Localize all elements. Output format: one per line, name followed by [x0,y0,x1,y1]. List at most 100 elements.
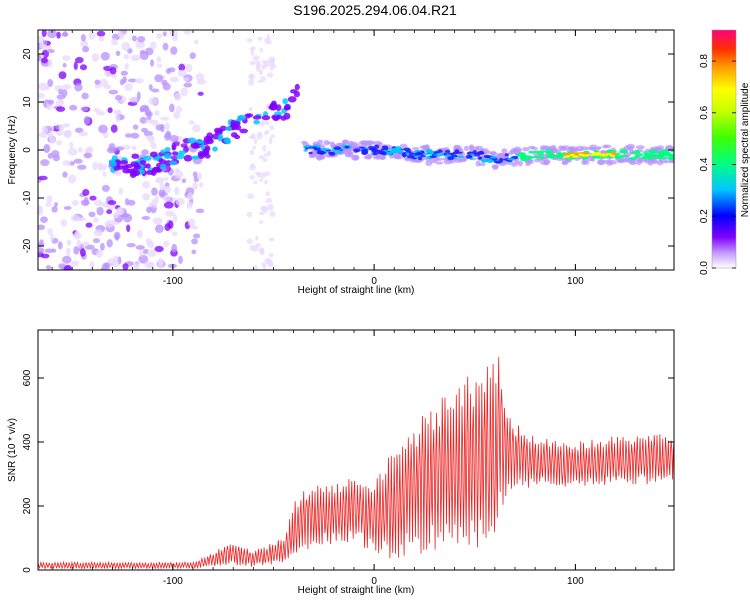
heatmap-cell [372,152,378,156]
heatmap-cell [80,34,86,42]
heatmap-cell [56,31,61,39]
heatmap-cell [38,224,45,231]
heatmap-cell [206,132,214,140]
heatmap-cell [654,154,663,158]
heatmap-cell [196,139,204,144]
heatmap-cell [246,211,253,218]
heatmap-cell [264,171,271,176]
heatmap-cell [124,83,133,91]
heatmap-cell [86,146,93,154]
heatmap-cell [70,161,75,166]
heatmap-cell [73,232,82,240]
heatmap-cell [187,137,197,144]
heatmap-cell [148,84,153,91]
heatmap-cell [605,153,613,156]
heatmap-cell [622,157,629,163]
heatmap-cell [399,143,408,149]
heatmap-cell [193,233,201,239]
heatmap-cell [150,142,157,149]
heatmap-cell [150,169,157,176]
heatmap-cell [266,72,274,78]
heatmap-cell [165,122,170,131]
heatmap-cell [104,220,115,228]
heatmap-cell [202,148,210,156]
heatmap-cell [154,110,160,116]
heatmap-cell [158,188,166,198]
heatmap-cell [629,161,637,166]
heatmap-cell [137,36,146,43]
heatmap-cell [188,218,196,228]
x-tick-label: -100 [163,576,183,587]
heatmap-cell [379,151,387,155]
heatmap-cell [186,201,193,210]
heatmap-cell [419,155,427,158]
heatmap-cell [647,156,653,161]
heatmap-cell [555,154,564,158]
heatmap-cell [265,104,270,111]
heatmap-cell [43,144,51,153]
heatmap-cell [56,130,64,136]
heatmap-cell [75,127,84,134]
heatmap-cell [80,106,89,112]
heatmap-cell [88,31,96,40]
heatmap-cell [406,155,415,159]
heatmap-cell [45,202,52,207]
heatmap-cell [255,235,259,241]
heatmap-cell [137,229,143,239]
heatmap-cell [40,253,50,259]
heatmap-cell [262,145,267,152]
heatmap-cell [248,78,255,86]
heatmap-cell [316,156,323,160]
heatmap-cell [78,147,83,153]
heatmap-cell [160,123,165,133]
heatmap-cell [212,133,220,140]
heatmap-cell [600,153,606,156]
heatmap-cell [249,149,254,156]
heatmap-cell [174,186,180,196]
heatmap-cell [162,42,169,51]
heatmap-cell [253,264,258,270]
heatmap-cell [259,248,265,254]
heatmap-cell [88,211,96,218]
heatmap-cell [123,144,131,150]
heatmap-cell [265,197,273,204]
heatmap-cell [147,241,155,249]
heatmap-cell [197,91,204,96]
x-tick-label: 100 [567,276,584,287]
heatmap-cell [634,154,640,158]
heatmap-cell [522,154,528,159]
heatmap-cell [377,142,383,146]
heatmap-cell [402,147,411,152]
heatmap-cell [118,187,124,195]
heatmap-cell [344,145,350,149]
heatmap-cell [548,150,554,155]
heatmap-cell [62,31,68,37]
heatmap-cell [148,136,155,144]
heatmap-cell [62,160,71,166]
heatmap-cell [113,165,121,171]
heatmap-cell [311,150,318,155]
heatmap-cell [267,260,274,268]
heatmap-cell [250,49,255,56]
heatmap-cell [72,199,79,206]
heatmap-cell [266,33,271,41]
heatmap-cell [614,155,619,159]
heatmap-cell [627,145,634,152]
heatmap-cell [622,154,627,157]
heatmap-cell [438,152,444,157]
heatmap-cell [559,145,567,152]
heatmap-cell [268,56,276,64]
x-tick-label: -100 [163,276,183,287]
heatmap-cell [154,74,164,83]
heatmap-cell [644,153,653,157]
heatmap-cell [638,153,643,157]
heatmap-cell [192,171,198,178]
heatmap-cell [664,146,673,151]
heatmap-cell [263,153,269,157]
heatmap-cell [492,164,499,170]
heatmap-cell [139,116,148,124]
heatmap-cell [430,159,437,164]
heatmap-cell [308,153,314,159]
heatmap-cell [547,154,555,158]
heatmap-cell [122,263,129,270]
